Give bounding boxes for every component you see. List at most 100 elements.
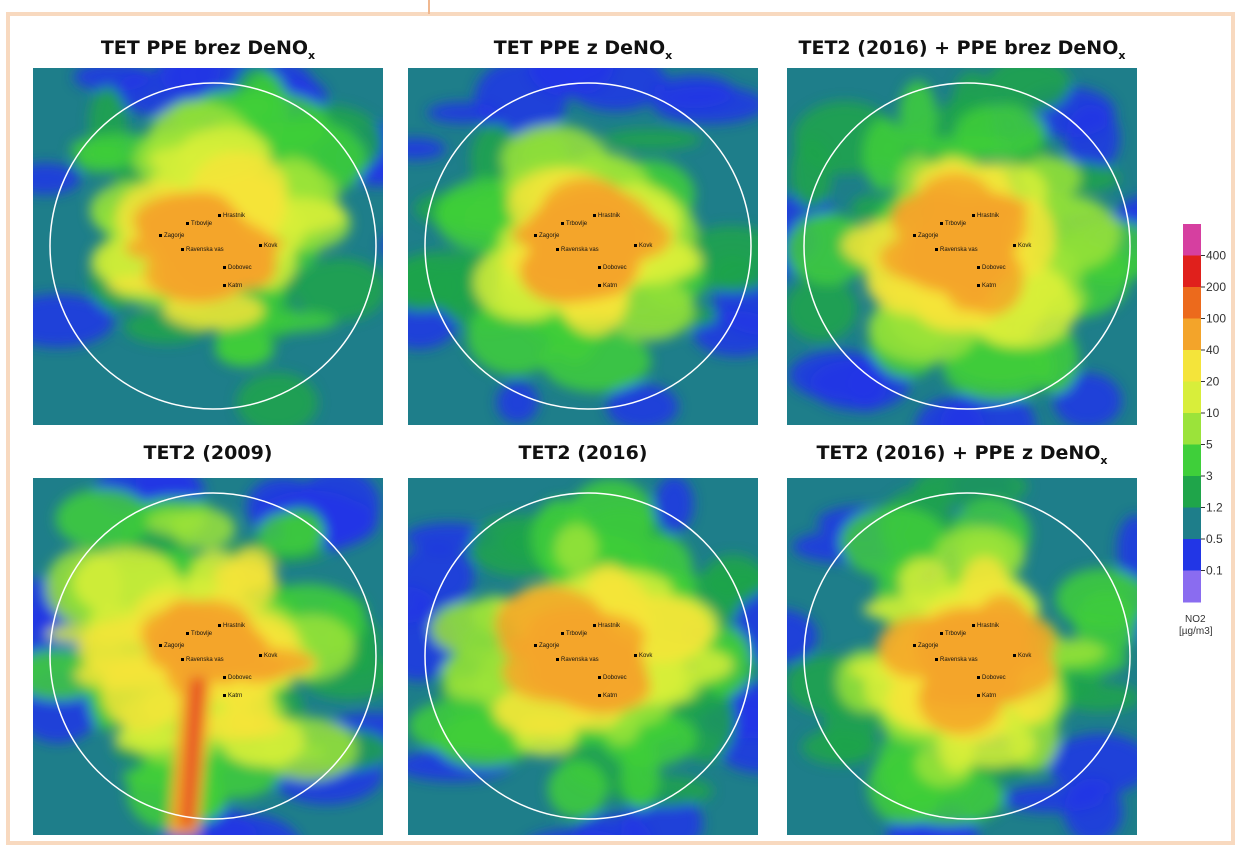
place-marker — [593, 624, 596, 627]
place-label: Trbovlje — [191, 631, 213, 637]
colorbar-band — [1183, 350, 1201, 382]
place-marker — [561, 222, 564, 225]
contour-blob — [602, 129, 701, 150]
place-label: Kovk — [639, 653, 653, 659]
place-marker — [935, 658, 938, 661]
place-marker — [223, 266, 226, 269]
contour-blob — [173, 218, 277, 292]
contour-blob — [555, 524, 598, 574]
concentration-map: HrastnikTrbovljeZagorjeKovkRavenska vasD… — [787, 478, 1137, 835]
place-marker — [913, 234, 916, 237]
colorbar-band — [1183, 413, 1201, 445]
panel-title: TET2 (2016) + PPE brez DeNOx — [772, 37, 1152, 62]
place-marker — [186, 632, 189, 635]
colorbar-band — [1183, 287, 1201, 319]
contour-blob — [497, 381, 539, 423]
title-text: TET2 (2016) — [519, 442, 648, 464]
contour-blob — [655, 478, 694, 533]
place-marker — [556, 248, 559, 251]
colorbar-label: 3 — [1206, 469, 1213, 483]
place-marker — [935, 248, 938, 251]
place-label: Ravenska vas — [186, 247, 224, 253]
place-label: Trbovlje — [566, 221, 588, 227]
title-text: TET2 (2016) + PPE z DeNO — [816, 442, 1100, 464]
place-label: Kovk — [264, 243, 278, 249]
place-marker — [1013, 244, 1016, 247]
place-label: Katrn — [982, 693, 996, 699]
place-label: Hrastnik — [977, 623, 1000, 629]
page: TET PPE brez DeNOxTET PPE z DeNOxTET2 (2… — [0, 0, 1245, 856]
place-marker — [977, 694, 980, 697]
colorbar-band — [1183, 571, 1201, 603]
place-label: Trbovlje — [566, 631, 588, 637]
place-marker — [561, 632, 564, 635]
place-label: Zagorje — [918, 233, 939, 239]
place-label: Hrastnik — [598, 213, 621, 219]
place-marker — [534, 234, 537, 237]
place-label: Kovk — [1018, 243, 1032, 249]
colorbar-label: 5 — [1206, 438, 1213, 452]
place-marker — [634, 654, 637, 657]
place-label: Katrn — [228, 693, 242, 699]
place-marker — [259, 244, 262, 247]
place-marker — [218, 624, 221, 627]
place-label: Katrn — [603, 283, 617, 289]
colorbar-label: 200 — [1206, 280, 1226, 294]
place-label: Ravenska vas — [940, 247, 978, 253]
contour-blob — [548, 760, 608, 818]
colorbar-band — [1183, 476, 1201, 508]
colorbar-band — [1183, 508, 1201, 540]
colorbar-label: 100 — [1206, 312, 1226, 326]
colorbar-label: 40 — [1206, 343, 1220, 357]
colorbar-band — [1183, 224, 1201, 256]
place-marker — [977, 284, 980, 287]
concentration-map: HrastnikTrbovljeZagorjeKovkRavenska vasD… — [787, 68, 1137, 425]
place-label: Hrastnik — [977, 213, 1000, 219]
colorbar-band — [1183, 319, 1201, 351]
colorbar-band — [1183, 256, 1201, 288]
place-marker — [159, 234, 162, 237]
place-label: Kovk — [639, 243, 653, 249]
panel-title: TET PPE brez DeNOx — [18, 37, 398, 62]
place-marker — [940, 222, 943, 225]
place-label: Kovk — [264, 653, 278, 659]
title-subscript: x — [665, 49, 672, 62]
place-label: Zagorje — [539, 643, 560, 649]
contour-blob — [75, 145, 126, 173]
place-label: Ravenska vas — [940, 657, 978, 663]
contour-blob — [257, 512, 325, 556]
title-subscript: x — [1100, 454, 1107, 467]
place-marker — [186, 222, 189, 225]
panel-title: TET2 (2009) — [18, 442, 398, 464]
place-label: Ravenska vas — [186, 657, 224, 663]
contour-blob — [213, 560, 271, 593]
title-text: TET2 (2009) — [144, 442, 273, 464]
place-label: Katrn — [982, 283, 996, 289]
place-label: Zagorje — [164, 643, 185, 649]
title-text: TET PPE brez DeNO — [101, 37, 308, 59]
place-marker — [634, 244, 637, 247]
title-subscript: x — [308, 49, 315, 62]
colorbar-unit: [µg/m3] — [1179, 626, 1213, 637]
contour-blob — [802, 729, 877, 764]
contour-blob — [544, 188, 655, 267]
colorbar-band — [1183, 382, 1201, 414]
concentration-map: HrastnikTrbovljeZagorjeKovkRavenska vasD… — [408, 68, 758, 425]
place-marker — [913, 644, 916, 647]
place-marker — [977, 266, 980, 269]
place-marker — [159, 644, 162, 647]
contour-blob — [427, 102, 498, 123]
place-marker — [598, 676, 601, 679]
place-label: Hrastnik — [223, 213, 246, 219]
panel-title: TET PPE z DeNOx — [393, 37, 773, 62]
place-label: Hrastnik — [598, 623, 621, 629]
contour-blob — [919, 136, 1013, 156]
place-label: Dobovec — [228, 675, 252, 681]
colorbar-band — [1183, 445, 1201, 477]
place-marker — [598, 284, 601, 287]
place-label: Katrn — [228, 283, 242, 289]
place-marker — [223, 694, 226, 697]
colorbar-label: 1.2 — [1206, 501, 1223, 515]
place-label: Trbovlje — [945, 631, 967, 637]
frame-tick — [428, 0, 430, 14]
